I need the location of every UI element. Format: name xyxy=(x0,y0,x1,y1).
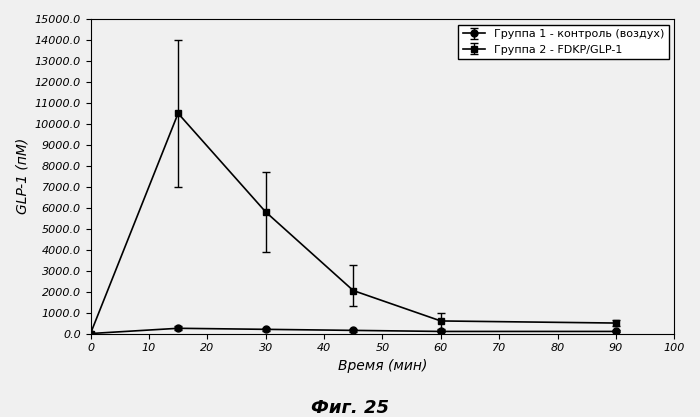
Y-axis label: GLP-1 (пМ): GLP-1 (пМ) xyxy=(15,138,29,214)
Legend: Группа 1 - контроль (воздух), Группа 2 - FDKP/GLP-1: Группа 1 - контроль (воздух), Группа 2 -… xyxy=(458,25,668,59)
Text: Фиг. 25: Фиг. 25 xyxy=(311,399,389,417)
X-axis label: Время (мин): Время (мин) xyxy=(337,359,427,373)
